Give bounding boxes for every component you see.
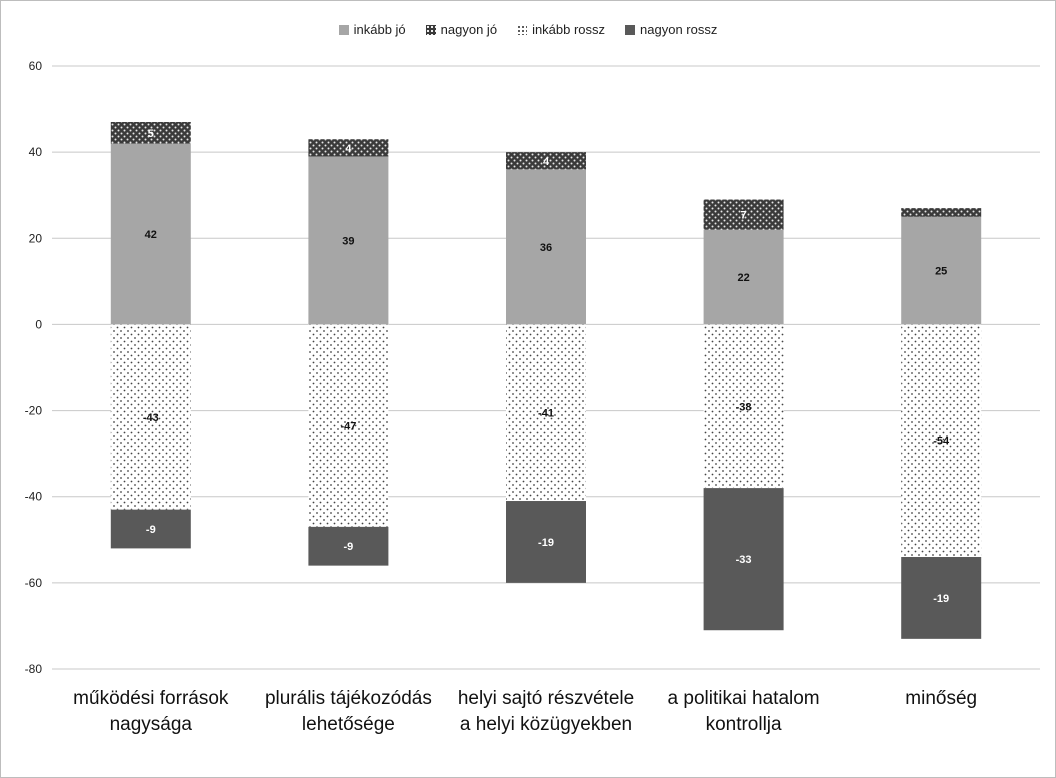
legend-label-inkabb-jo: inkább jó	[353, 22, 406, 37]
data-label-inkabb-jo: 36	[540, 242, 552, 254]
bar-nagyon-jo	[703, 199, 784, 230]
data-label-inkabb-rossz: -38	[736, 401, 752, 413]
bar-nagyon-jo	[901, 208, 982, 217]
bar-nagyon-rossz	[703, 488, 784, 631]
data-label-nagyon-jo: 4	[543, 156, 550, 168]
bar-nagyon-jo	[110, 121, 191, 144]
legend-swatch-nagyon-jo	[425, 24, 436, 35]
legend-swatch-inkabb-jo	[338, 24, 349, 35]
legend-label-nagyon-rossz: nagyon rossz	[640, 22, 718, 37]
data-label-inkabb-jo: 22	[737, 272, 749, 284]
bar-inkabb-rossz	[110, 324, 191, 510]
data-label-nagyon-rossz: -9	[344, 541, 354, 553]
data-label-inkabb-rossz: -41	[538, 408, 554, 420]
category-label: plurális tájékozódás lehetősége	[264, 688, 432, 735]
data-label-nagyon-jo: 4	[345, 143, 352, 155]
data-label-nagyon-rossz: -33	[736, 554, 752, 566]
data-labels: 42 5 -43 -9 39 4 -47 -9 36 4 -41 -19 22 7 -38 -33 25 -54 -…	[143, 128, 950, 605]
bar-nagyon-rossz	[901, 557, 982, 639]
y-tick-label: 60	[29, 59, 43, 73]
data-label-inkabb-jo: 25	[935, 266, 947, 278]
y-tick-label: -40	[25, 490, 43, 504]
legend-item-nagyon-rossz: nagyon rossz	[625, 22, 717, 37]
legend-item-nagyon-jo: nagyon jó	[425, 22, 498, 37]
data-label-inkabb-rossz: -47	[340, 421, 356, 433]
category-label: minőség	[905, 688, 978, 709]
data-label-inkabb-rossz: -43	[143, 412, 159, 424]
category-label: működési források nagysága	[73, 688, 229, 735]
legend-swatch-inkabb-rossz	[517, 24, 528, 35]
data-label-inkabb-jo: 39	[342, 235, 354, 247]
y-tick-label: -80	[25, 662, 43, 676]
data-label-inkabb-jo: 42	[145, 229, 157, 241]
data-label-nagyon-jo: 5	[148, 128, 154, 140]
legend-label-nagyon-jo: nagyon jó	[440, 22, 498, 37]
bar-inkabb-jo	[506, 169, 586, 325]
chart-legend: inkább jó nagyon jó inkább rossz nagyon …	[0, 22, 1056, 37]
bar-inkabb-jo	[110, 143, 191, 325]
y-tick-label: -20	[25, 404, 43, 418]
bar-inkabb-jo	[703, 229, 784, 325]
bar-inkabb-rossz	[703, 324, 784, 489]
legend-item-inkabb-jo: inkább jó	[338, 22, 406, 37]
y-tick-label: -60	[25, 576, 43, 590]
bar-inkabb-jo	[308, 156, 389, 325]
y-tick-label: 20	[29, 231, 43, 245]
data-label-nagyon-rossz: -19	[538, 537, 554, 549]
bar-inkabb-rossz	[308, 324, 389, 527]
bar-inkabb-rossz	[506, 324, 586, 502]
y-tick-label: 40	[29, 145, 43, 159]
category-label: helyi sajtó részvétele a helyi közügyekb…	[457, 688, 635, 735]
category-label: a politikai hatalom kontrollja	[667, 688, 820, 735]
bar-inkabb-jo	[901, 216, 982, 325]
data-label-nagyon-rossz: -19	[933, 593, 949, 605]
bar-nagyon-rossz	[110, 509, 191, 549]
bar-inkabb-rossz	[901, 324, 982, 558]
data-label-inkabb-rossz: -54	[933, 436, 950, 448]
bar-nagyon-rossz	[506, 501, 586, 583]
y-tick-label: 0	[35, 317, 42, 331]
legend-label-inkabb-rossz: inkább rossz	[532, 22, 606, 37]
bar-nagyon-rossz	[308, 526, 389, 566]
data-label-nagyon-rossz: -9	[146, 524, 156, 536]
legend-item-inkabb-rossz: inkább rossz	[517, 22, 605, 37]
bar-nagyon-jo	[506, 152, 586, 170]
bar-nagyon-jo	[308, 139, 389, 157]
bars	[110, 121, 982, 639]
y-axis-ticks: 60 40 20 0 -20 -40 -60 -80	[25, 59, 43, 676]
data-label-nagyon-jo: 7	[741, 210, 747, 222]
stacked-bar-chart: 60 40 20 0 -20 -40 -60 -80 42 5 -43 -9 39 4 -47 -9 36 4 -…	[25, 59, 1040, 676]
legend-swatch-nagyon-rossz	[625, 24, 636, 35]
